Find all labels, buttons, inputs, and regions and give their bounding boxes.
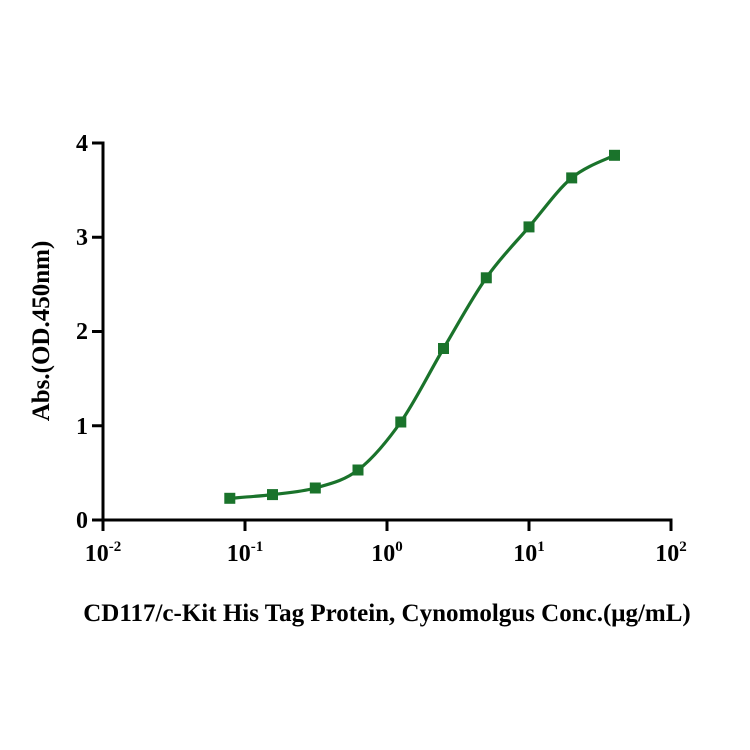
data-point-marker (267, 489, 278, 501)
x-tick-label-1e1: 101 (513, 539, 545, 567)
data-point-marker (480, 272, 492, 284)
data-point-marker (224, 492, 236, 504)
x-tick-label-1e0: 100 (371, 539, 403, 567)
data-point-marker (523, 221, 535, 233)
y-tick-label-4: 4 (76, 131, 88, 157)
y-tick-label-0: 0 (76, 508, 88, 534)
x-tick-exp: 0 (395, 539, 403, 555)
fit-curve (228, 153, 617, 500)
x-tick-exp: 1 (537, 539, 545, 555)
y-tick-label-3: 3 (76, 225, 88, 251)
x-axis-ticks (101, 520, 673, 531)
x-tick-label-1e-2: 10-2 (84, 539, 122, 567)
x-tick-label-1e-1: 10-1 (226, 539, 264, 567)
data-points (224, 149, 620, 504)
data-point-marker (309, 482, 321, 494)
y-tick-label-1: 1 (76, 414, 88, 440)
x-tick-exp: 2 (679, 539, 687, 555)
x-axis-title: CD117/c-Kit His Tag Protein, Cynomolgus … (83, 600, 691, 627)
data-point-marker (566, 172, 578, 184)
data-point-marker (438, 343, 449, 354)
axes (92, 141, 673, 531)
y-axis-ticks (92, 141, 103, 522)
data-point-marker (352, 464, 364, 476)
y-tick-label-2: 2 (76, 319, 88, 345)
data-point-marker (395, 416, 407, 428)
y-axis-title: Abs.(OD.450nm) (28, 240, 55, 422)
x-tick-exp: -2 (108, 539, 122, 555)
x-tick-exp: -1 (250, 539, 264, 555)
x-tick-label-1e2: 102 (655, 539, 687, 567)
data-point-marker (609, 149, 620, 161)
